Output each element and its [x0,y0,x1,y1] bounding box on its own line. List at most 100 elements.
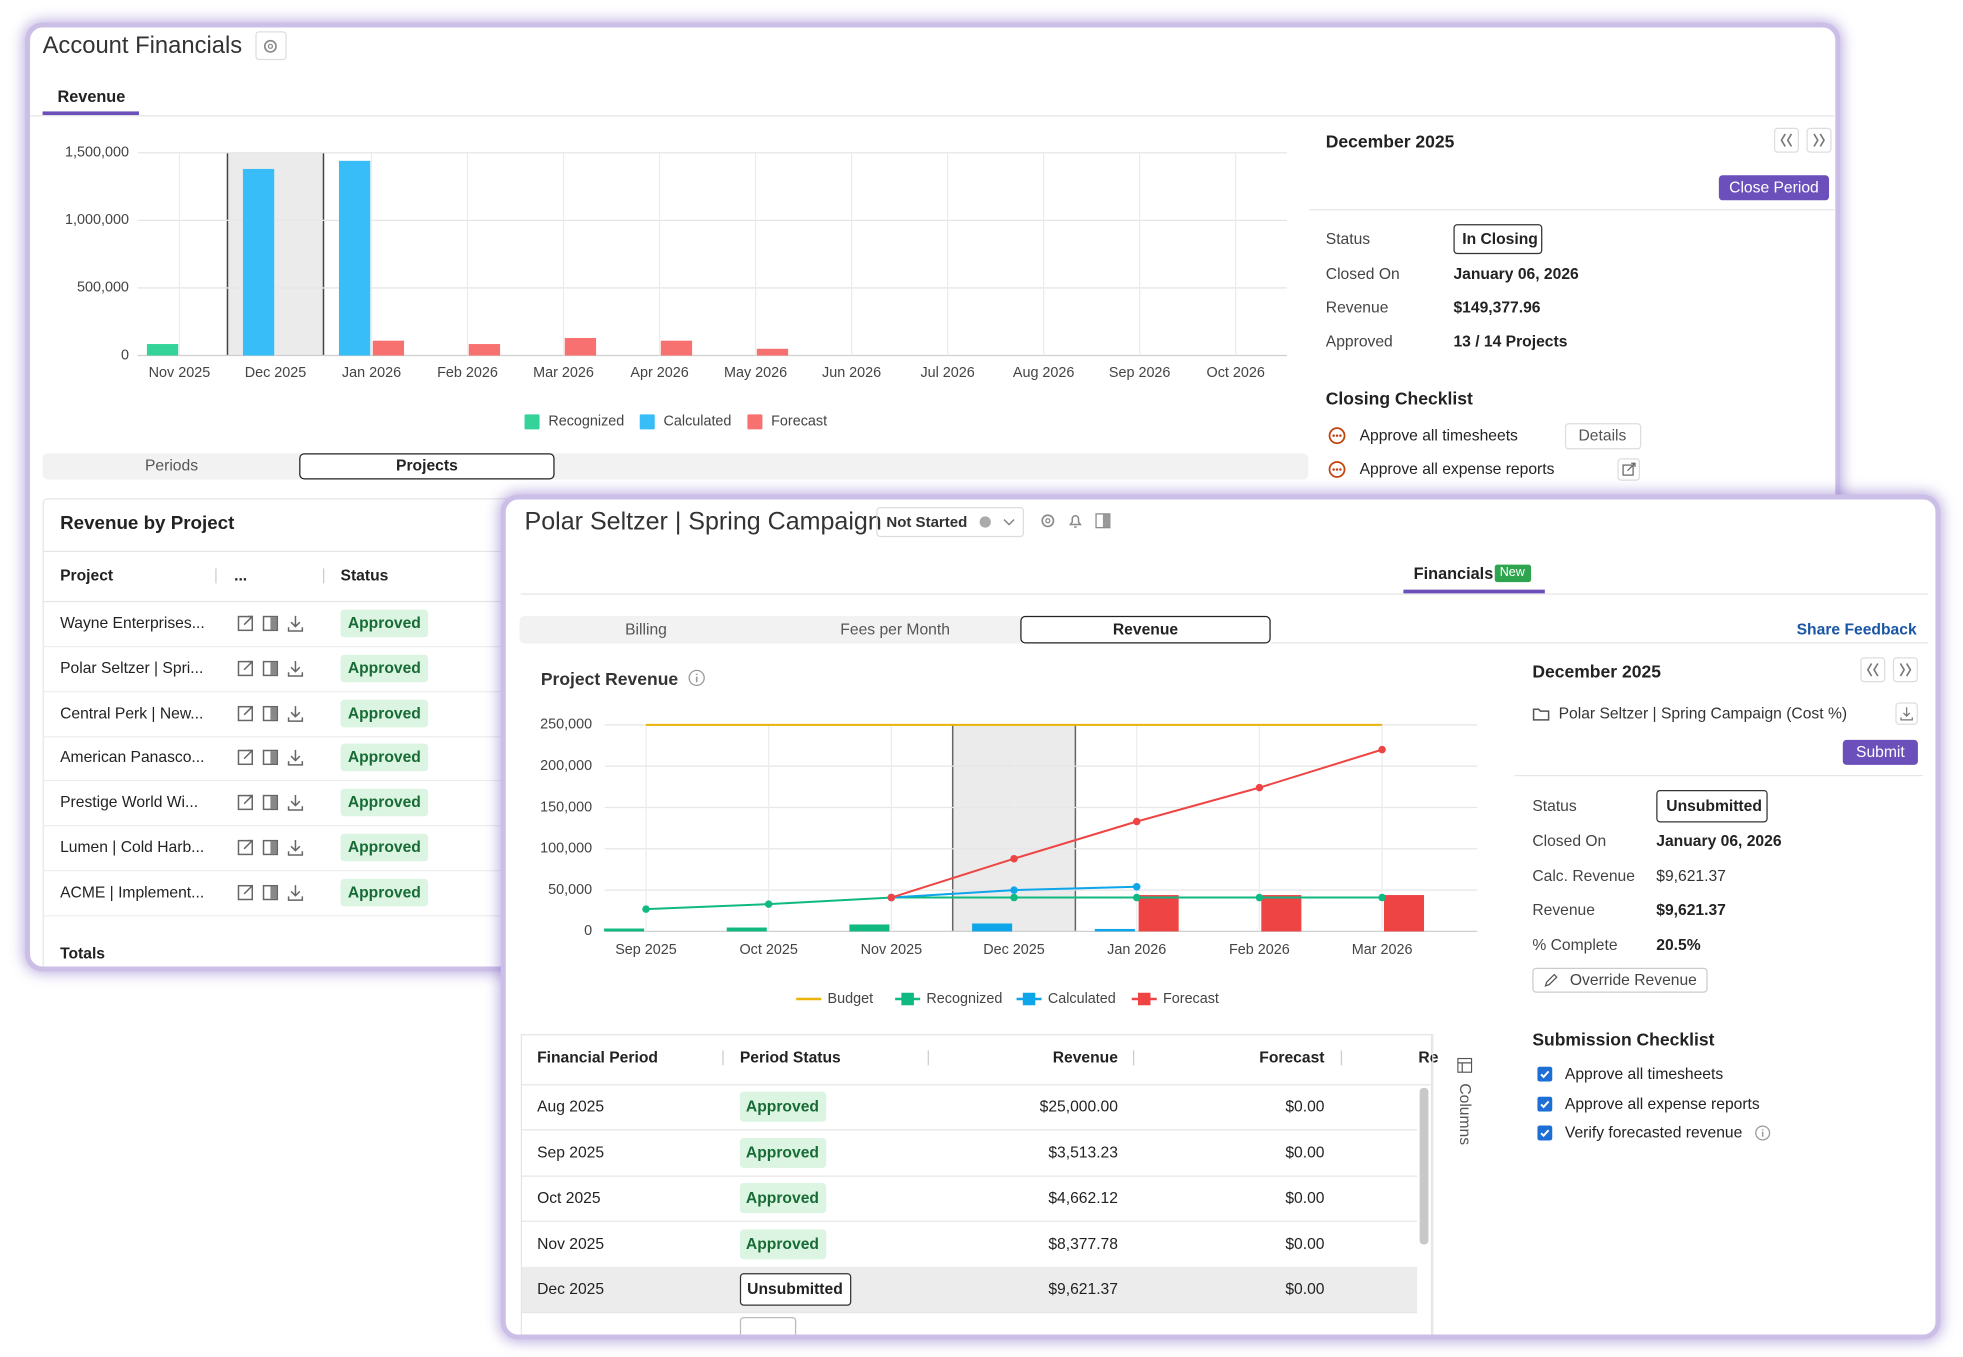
divider [520,593,1928,595]
legend-label: Forecast [1163,991,1219,1007]
field-label: Closed On [1325,265,1400,283]
legend-label: Calculated [1048,991,1116,1007]
status-badge [340,609,429,638]
notify-icon[interactable] [1067,512,1085,530]
row-actions[interactable] [237,659,305,677]
project-name[interactable]: Prestige World Wi... [60,793,199,812]
divider [42,870,544,872]
icon-part [1339,434,1342,437]
project-name[interactable]: Lumen | Cold Harb... [60,838,205,856]
pending-icon [1328,461,1346,478]
project-name[interactable]: American Panasco... [60,748,205,767]
bar [372,340,405,356]
feedback-link[interactable]: Share Feedback [1796,620,1917,639]
prev-button[interactable] [1773,127,1799,153]
x-tick-label: Mar 2026 [1352,942,1413,958]
segment[interactable]: Revenue [1112,620,1179,639]
row-actions[interactable] [237,615,305,633]
divider [42,645,544,648]
checkbox[interactable] [1537,1066,1553,1082]
segment[interactable]: Billing [625,620,667,639]
segment[interactable]: Fees per Month [840,620,950,639]
columns-icon[interactable] [1457,1057,1473,1073]
settings-button[interactable] [255,31,287,61]
segment-selected[interactable] [1020,615,1271,644]
bar [242,168,275,356]
prev-button[interactable] [1860,657,1886,683]
cell: Sep 2025 [537,1143,605,1161]
segment-selected[interactable] [299,453,555,480]
field-label: Approved [1325,332,1393,351]
close-period-label[interactable]: Close Period [1729,178,1819,197]
tab[interactable]: Financials [1413,563,1494,583]
icon-part [262,884,279,900]
panel-icon[interactable] [1094,512,1112,530]
project-name[interactable]: ACME | Implement... [60,883,205,901]
pencil-icon [1544,973,1558,987]
icon-part [1900,707,1913,721]
column-separator [927,1050,929,1066]
project-name[interactable]: Wayne Enterprises... [60,614,205,632]
icon-part [243,884,254,895]
x-tick-label: Mar 2026 [533,365,594,381]
override-button[interactable] [1532,967,1708,993]
status-badge [739,1091,827,1122]
column-header: Project [60,566,114,585]
icon-part [270,662,277,675]
segment[interactable]: Projects [396,456,458,475]
chart-title: Project Revenue [540,668,679,689]
bar [1094,928,1135,932]
y-tick-label: 100,000 [540,841,592,857]
field-label: Status [1532,797,1577,815]
icon-part [1335,434,1339,437]
bar [1261,895,1302,932]
columns-button[interactable]: Columns [1456,1083,1474,1146]
checkbox[interactable] [1537,1096,1553,1112]
cell: $4,662.12 [1048,1188,1118,1207]
override-label[interactable]: Override Revenue [1569,971,1697,989]
submit-label[interactable]: Submit [1856,743,1905,761]
checklist-item: Approve all expense reports [1564,1095,1760,1113]
row-actions[interactable] [237,794,305,812]
download-button[interactable] [1895,702,1918,725]
icon-part [1339,468,1342,471]
details-button[interactable] [1564,423,1642,450]
column-separator [322,568,325,584]
icon-part [287,840,304,856]
icon-part [270,706,277,720]
point [1378,893,1386,902]
row-actions[interactable] [237,749,305,767]
project-name[interactable]: Polar Seltzer | Spri... [60,659,204,677]
project-name[interactable]: Central Perk | New... [60,703,204,722]
icon-part [1755,1125,1771,1141]
point [642,905,650,913]
row-actions[interactable] [237,704,305,722]
bar [1383,895,1425,932]
next-button[interactable] [1806,127,1832,153]
segment[interactable]: Periods [144,456,199,475]
cell: Dec 2025 [537,1280,605,1298]
x-tick-label: Sep 2026 [1109,365,1171,381]
y-tick-label: 50,000 [548,882,592,898]
point [764,900,773,908]
tab[interactable]: Revenue [57,87,126,106]
details-label[interactable]: Details [1578,426,1627,445]
cell: $0.00 [1285,1280,1325,1298]
checkbox[interactable] [1537,1125,1553,1141]
settings-icon[interactable] [1039,512,1057,530]
submit-button[interactable] [1842,739,1918,765]
status-label: Unsubmitted [747,1280,843,1298]
y-tick-label: 500,000 [77,280,129,296]
next-button[interactable] [1892,657,1918,683]
open-button[interactable] [1617,458,1640,481]
row-actions[interactable] [237,884,305,902]
checklist-item: Approve all timesheets [1564,1065,1724,1083]
close-period-button[interactable] [1718,175,1830,201]
bar [564,337,597,356]
status-label: Approved [347,838,421,856]
row-actions[interactable] [237,839,305,857]
legend-marker [1022,992,1036,1006]
status-dropdown[interactable] [876,507,1025,538]
